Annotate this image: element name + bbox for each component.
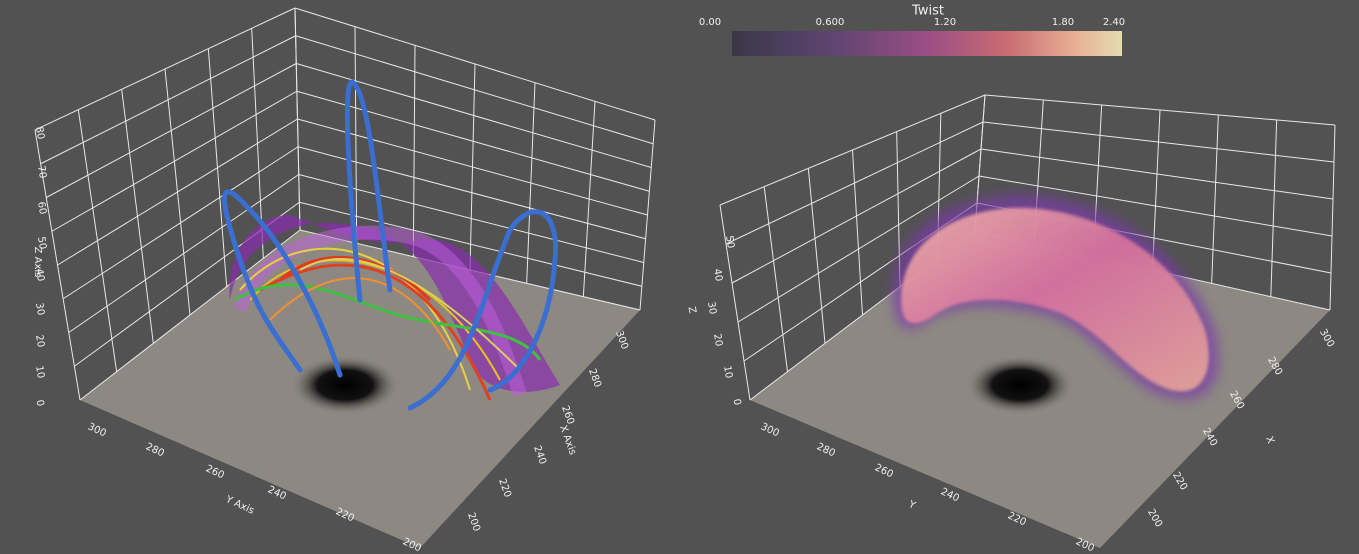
axis-tick-label: 60 [35, 201, 48, 215]
colorbar-tick-label: 1.20 [934, 17, 956, 28]
field-line [234, 283, 542, 361]
grid-line [297, 146, 646, 240]
axis-tick-label: 10 [721, 365, 734, 379]
field-line [299, 257, 521, 371]
grid-line [295, 35, 654, 145]
colorbar-tick-label: 0.00 [699, 17, 721, 28]
field-line [259, 263, 492, 401]
axis-title: Y [906, 499, 918, 512]
axis-tick-label: 50 [35, 236, 48, 250]
axis-title: X [1263, 435, 1276, 445]
flux-rope-left [221, 79, 560, 411]
axis-tick-label: 30 [705, 301, 718, 315]
field-line [344, 79, 393, 303]
grid-line [719, 94, 986, 206]
grid-line [51, 90, 298, 232]
axis-tick-label: 80 [33, 126, 46, 140]
grid-line [68, 174, 300, 333]
axis-tick-label: 0 [34, 399, 46, 407]
grid-line [296, 63, 652, 168]
grid-line [299, 201, 642, 287]
axis-tick-label: 40 [711, 268, 724, 282]
grid-line [725, 121, 984, 245]
twist-surface [229, 215, 560, 392]
sunspot-left [290, 355, 400, 415]
grid-line [46, 63, 297, 198]
grid-line [807, 168, 826, 344]
grid-line [852, 149, 863, 316]
field-line [221, 189, 343, 378]
grid-line [1211, 114, 1219, 284]
colorbar-tick-label: 2.40 [1103, 17, 1125, 28]
grid-line [980, 148, 1334, 200]
axis-title: Z [685, 306, 697, 315]
colorbar-title: Twist [911, 4, 944, 19]
colorbar [732, 31, 1122, 56]
axis-tick-label: 50 [723, 235, 736, 249]
grid-line [296, 90, 650, 192]
grid-line [737, 175, 980, 323]
grid-line [1329, 124, 1336, 311]
field-line [407, 209, 559, 411]
grid-line [297, 118, 648, 216]
colorbar-tick-label: 0.600 [816, 17, 845, 28]
grid-line [731, 148, 982, 284]
axis-tick-label: 70 [35, 165, 48, 179]
grid-line [40, 35, 296, 165]
axis-tick-label: 0 [731, 398, 743, 406]
axis-tick-label: 10 [33, 365, 46, 379]
grid-line [298, 174, 644, 263]
grid-line [294, 7, 656, 121]
grid-line [1270, 119, 1278, 297]
grid-line [978, 175, 1333, 237]
grid-line [57, 118, 298, 266]
grid-line [984, 94, 1336, 126]
grid-line [79, 229, 301, 401]
twist-volume [892, 194, 1219, 400]
field-line [239, 247, 471, 391]
colorbar-tick-label: 1.80 [1052, 17, 1074, 28]
sunspot-right [965, 355, 1075, 415]
grid-line [1152, 109, 1161, 271]
axis-tick-label: 40 [33, 268, 46, 282]
volume-core [901, 207, 1209, 392]
axis-tick-label: 20 [711, 333, 724, 347]
axis-title: Z Axis [32, 247, 43, 278]
field-line [269, 277, 451, 351]
axis-tick-label: 20 [33, 334, 46, 348]
grid-line [982, 121, 1335, 163]
grid-line [719, 204, 751, 401]
grid-line [763, 186, 788, 372]
grid-line [62, 146, 299, 300]
grid-line [34, 7, 296, 131]
axis-tick-label: 30 [33, 302, 46, 316]
